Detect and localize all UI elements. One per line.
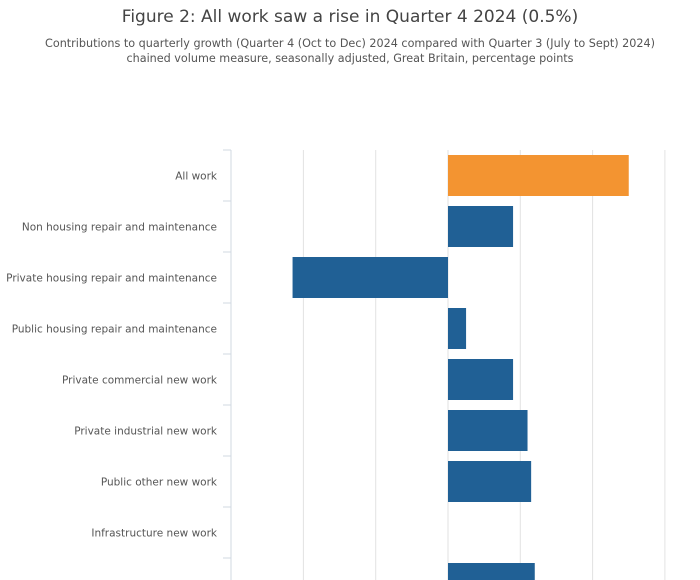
gridlines xyxy=(302,150,666,580)
category-labels: All work Non housing repair and maintenan… xyxy=(6,171,218,540)
chart-title: Figure 2: All work saw a rise in Quarter… xyxy=(121,7,579,27)
chart-subtitle: Contributions to quarterly growth (Quart… xyxy=(0,37,700,66)
category-label: All work xyxy=(175,171,218,183)
category-label: Public other new work xyxy=(101,477,218,489)
category-label: Private housing repair and maintenance xyxy=(6,273,217,285)
chart-subtitle-line-2: chained volume measure, seasonally adjus… xyxy=(126,51,574,65)
bar xyxy=(448,359,514,400)
bar xyxy=(448,206,514,247)
category-label: Private commercial new work xyxy=(62,375,218,387)
category-label: Infrastructure new work xyxy=(91,528,218,540)
bar xyxy=(292,257,448,298)
bar xyxy=(448,155,629,196)
y-axis xyxy=(223,149,232,580)
bars xyxy=(292,155,629,580)
bar xyxy=(448,563,535,580)
category-label: Public housing repair and maintenance xyxy=(12,324,217,336)
category-label: Private industrial new work xyxy=(74,426,218,438)
chart-subtitle-line-1: Contributions to quarterly growth (Quart… xyxy=(45,37,655,50)
bar xyxy=(448,308,467,349)
category-label: Non housing repair and maintenance xyxy=(22,222,217,234)
bar xyxy=(448,461,532,502)
bar xyxy=(448,410,528,451)
